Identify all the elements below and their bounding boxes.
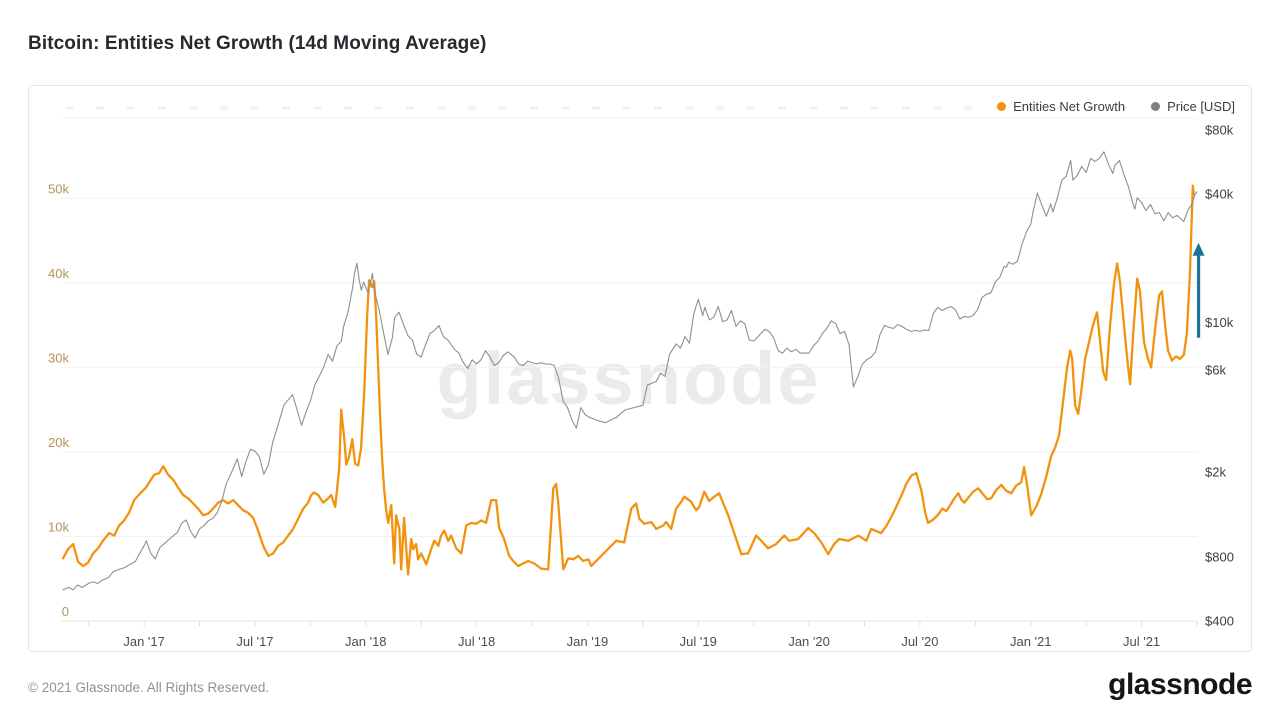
x-axis-tick-label: Jan '17 (123, 634, 165, 649)
entities-net-growth-line (61, 184, 1196, 576)
x-axis-tick-label: Jan '20 (788, 634, 830, 649)
right-axis-tick-label: $800 (1205, 549, 1234, 564)
x-axis-tick-label: Jul '18 (458, 634, 495, 649)
chart-canvas[interactable]: 0 10k 20k 30k 40k 50k $400 $800 $2k $6k $10k $40k $8… (29, 86, 1251, 651)
legend-label: Price [USD] (1167, 99, 1235, 114)
glassnode-logo: glassnode (1108, 668, 1252, 701)
left-axis-tick-label: 0 (62, 604, 69, 619)
left-axis-tick-label: 10k (48, 519, 69, 534)
price-series-dot-icon (1151, 102, 1161, 111)
legend-item-price-usd[interactable]: Price [USD] (1151, 99, 1235, 114)
left-axis-tick-label: 20k (48, 435, 69, 450)
right-axis-tick-label: $6k (1205, 363, 1226, 378)
right-axis-tick-label: $10k (1205, 315, 1234, 330)
right-axis-tick-label: $40k (1205, 187, 1234, 202)
right-axis-tick-label: $400 (1205, 614, 1234, 629)
chart-legend: Entities Net Growth Price [USD] (997, 99, 1235, 114)
left-axis-tick-label: 40k (48, 266, 69, 281)
legend-label: Entities Net Growth (1013, 99, 1126, 114)
right-axis-tick-label: $2k (1205, 464, 1226, 479)
x-axis-tick-label: Jan '18 (345, 634, 387, 649)
x-axis-tick-label: Jul '20 (901, 634, 938, 649)
entities-series-dot-icon (997, 102, 1007, 111)
right-axis-tick-label: $80k (1205, 122, 1234, 137)
x-axis-tick-label: Jan '19 (567, 634, 609, 649)
x-axis-tick-label: Jul '21 (1123, 634, 1160, 649)
chart-card: Entities Net Growth Price [USD] glassnod… (28, 85, 1252, 652)
x-axis-tick-label: Jan '21 (1010, 634, 1052, 649)
x-axis-tick-label: Jul '19 (680, 634, 717, 649)
price-usd-line (62, 151, 1198, 591)
page-title: Bitcoin: Entities Net Growth (14d Moving… (28, 33, 487, 54)
legend-item-entities-net-growth[interactable]: Entities Net Growth (997, 99, 1125, 114)
glassnode-watermark: glassnode (436, 337, 821, 420)
up-arrow-annotation (1192, 242, 1205, 338)
copyright-note: © 2021 Glassnode. All Rights Reserved. (28, 680, 270, 695)
left-axis-tick-label: 50k (48, 181, 69, 196)
x-axis-tick-label: Jul '17 (236, 634, 273, 649)
left-axis-tick-label: 30k (48, 350, 69, 365)
